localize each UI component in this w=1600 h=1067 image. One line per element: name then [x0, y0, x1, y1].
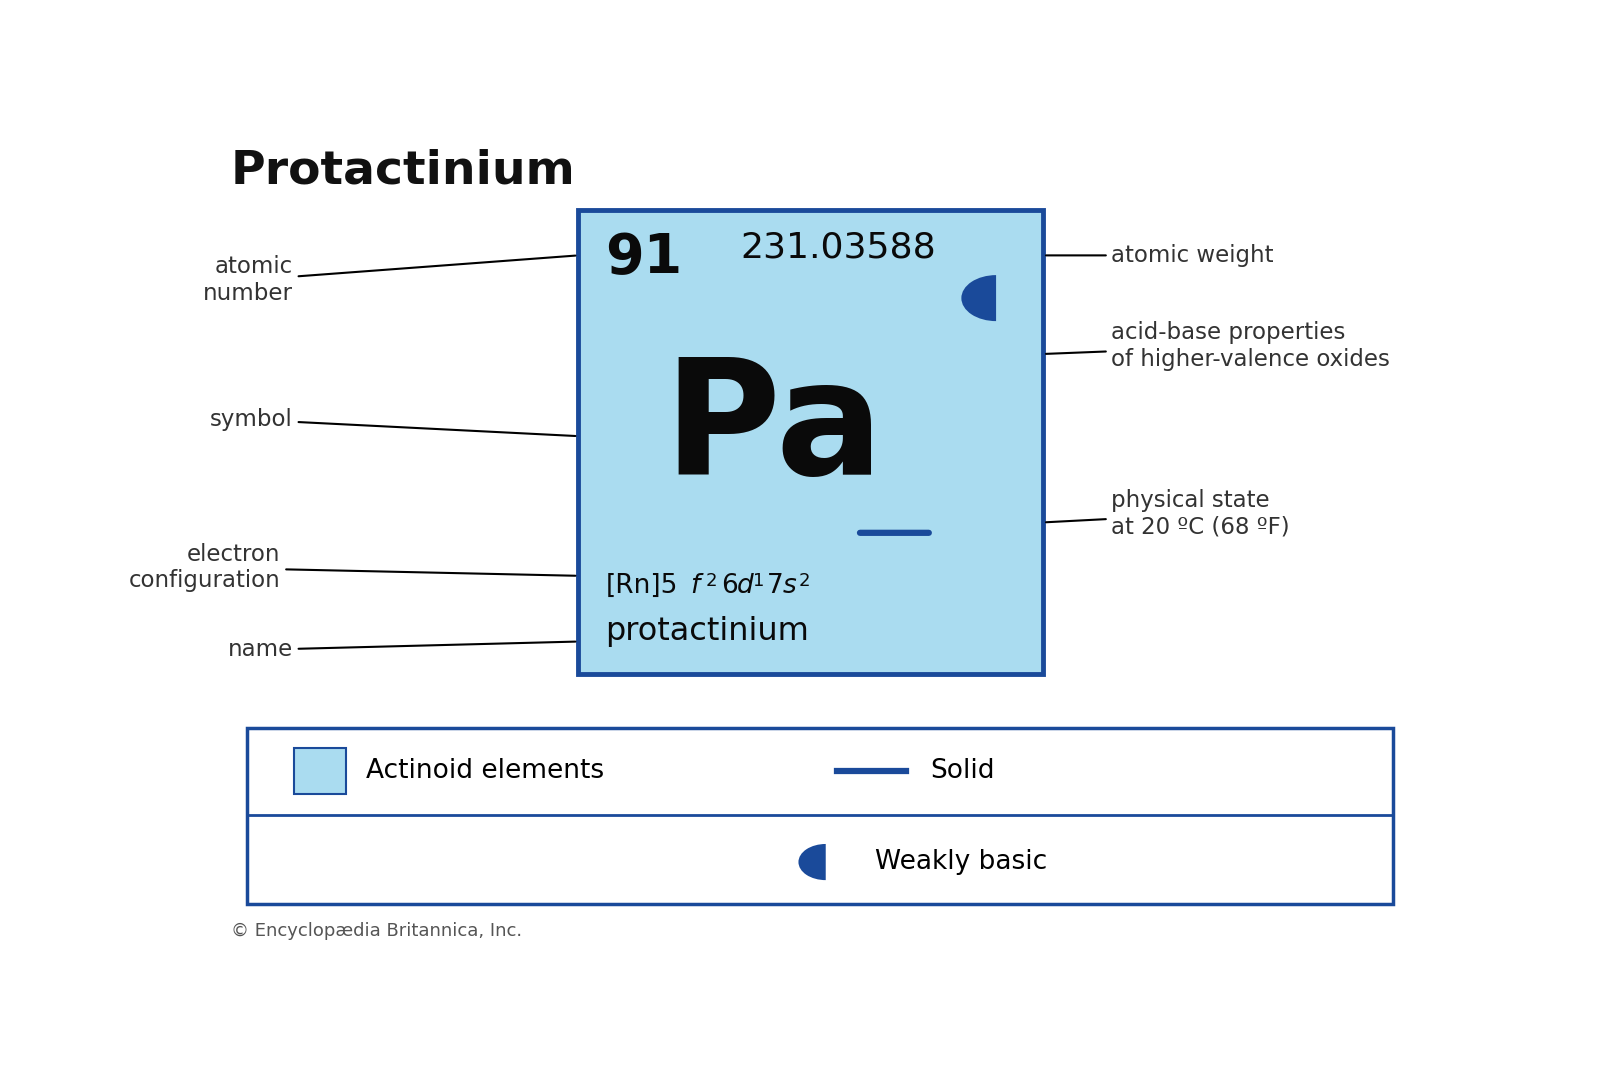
Text: electron
configuration: electron configuration: [130, 543, 576, 592]
Text: name: name: [227, 638, 576, 662]
Text: protactinium: protactinium: [605, 617, 810, 648]
Text: 2: 2: [706, 572, 717, 590]
Text: 91: 91: [605, 230, 683, 285]
Text: Actinoid elements: Actinoid elements: [366, 758, 605, 784]
Text: acid-base properties
of higher-valence oxides: acid-base properties of higher-valence o…: [1046, 321, 1390, 370]
Text: 6: 6: [722, 573, 738, 599]
Text: 1: 1: [754, 572, 765, 590]
Text: Solid: Solid: [931, 758, 995, 784]
Text: s: s: [782, 573, 797, 599]
Bar: [246, 728, 1394, 905]
Text: [Rn]5: [Rn]5: [605, 573, 678, 599]
Bar: [578, 210, 1043, 674]
Text: d: d: [738, 573, 754, 599]
Text: Weakly basic: Weakly basic: [875, 849, 1048, 875]
Text: Protactinium: Protactinium: [230, 148, 576, 193]
Text: atomic weight: atomic weight: [1046, 244, 1274, 267]
Text: © Encyclopædia Britannica, Inc.: © Encyclopædia Britannica, Inc.: [230, 922, 522, 940]
Text: 7: 7: [766, 573, 784, 599]
Text: physical state
at 20 ºC (68 ºF): physical state at 20 ºC (68 ºF): [1046, 490, 1290, 539]
Text: 231.03588: 231.03588: [741, 230, 936, 265]
Text: atomic
number: atomic number: [203, 255, 576, 305]
Bar: [294, 748, 346, 794]
Wedge shape: [798, 844, 826, 880]
Text: 2: 2: [798, 572, 811, 590]
Text: Pa: Pa: [664, 353, 883, 508]
Text: f: f: [690, 573, 699, 599]
Text: symbol: symbol: [210, 409, 576, 436]
Wedge shape: [962, 275, 997, 321]
